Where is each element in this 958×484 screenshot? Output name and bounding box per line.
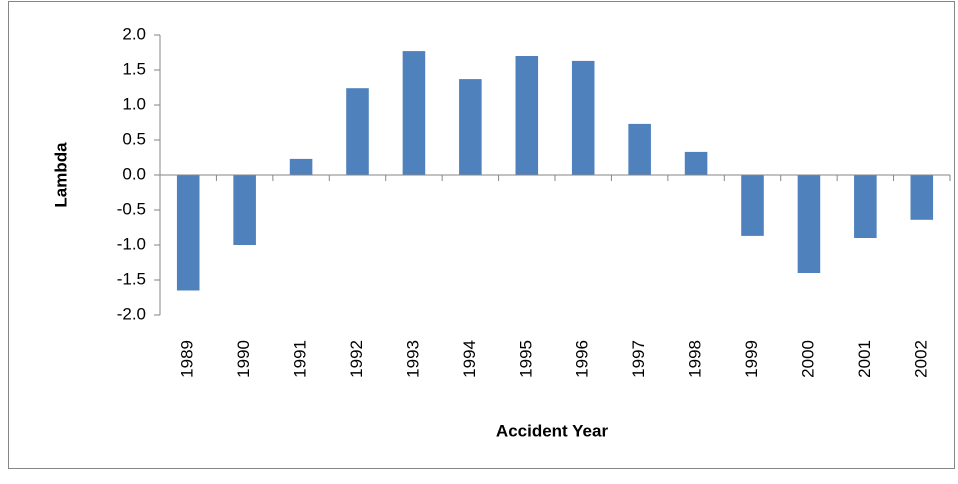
bar [402,51,426,175]
y-tick-label: -1.5 [117,269,146,288]
chart-border [8,1,955,469]
y-tick-label: 0.5 [122,129,146,148]
bar [233,175,256,245]
y-tick-label: -2.0 [117,304,146,323]
x-tick-label: 2000 [798,340,817,378]
x-axis-title: Accident Year [496,421,609,440]
x-tick-label: 1992 [347,340,366,378]
x-tick-label: 1999 [742,340,761,378]
y-tick-label: 1.0 [122,94,146,113]
bar [515,56,539,175]
y-tick-label: 0.0 [122,164,146,183]
y-tick-label: -1.0 [117,234,146,253]
x-tick-label: 1993 [403,340,422,378]
bar [176,175,200,291]
y-tick-label: -0.5 [117,199,146,218]
x-tick-label: 1990 [234,340,253,378]
x-tick-label: 1997 [629,340,648,378]
bar [797,175,821,273]
y-tick-label: 2.0 [122,24,146,43]
x-tick-label: 1998 [686,340,705,378]
x-tick-label: 2001 [855,340,874,378]
bar [289,158,313,175]
bar [346,88,369,175]
y-axis-title: Lambda [51,142,70,208]
bar [910,175,934,220]
bar [459,79,482,175]
x-tick-label: 1996 [573,340,592,378]
x-tick-label: 1989 [178,340,197,378]
bar [684,151,708,175]
bar [628,123,651,175]
y-tick-label: 1.5 [122,59,146,78]
x-tick-label: 2002 [911,340,930,378]
bar [741,175,764,236]
bar [571,60,595,175]
x-tick-label: 1995 [516,340,535,378]
x-tick-label: 1991 [291,340,310,378]
x-tick-label: 1994 [460,340,479,378]
bar [854,175,877,238]
